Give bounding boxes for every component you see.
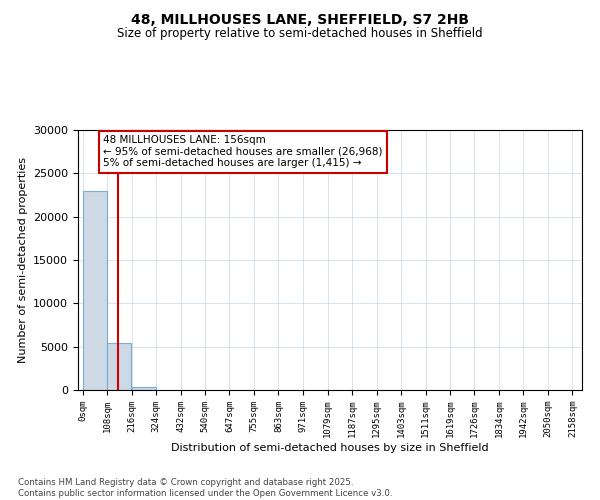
Y-axis label: Number of semi-detached properties: Number of semi-detached properties bbox=[17, 157, 28, 363]
Bar bbox=[132, 386, 156, 390]
Bar bbox=[83, 190, 107, 390]
Text: 48, MILLHOUSES LANE, SHEFFIELD, S7 2HB: 48, MILLHOUSES LANE, SHEFFIELD, S7 2HB bbox=[131, 12, 469, 26]
Bar bbox=[107, 343, 131, 390]
Text: Size of property relative to semi-detached houses in Sheffield: Size of property relative to semi-detach… bbox=[117, 28, 483, 40]
Text: 48 MILLHOUSES LANE: 156sqm
← 95% of semi-detached houses are smaller (26,968)
5%: 48 MILLHOUSES LANE: 156sqm ← 95% of semi… bbox=[103, 135, 383, 168]
X-axis label: Distribution of semi-detached houses by size in Sheffield: Distribution of semi-detached houses by … bbox=[171, 443, 489, 453]
Text: Contains HM Land Registry data © Crown copyright and database right 2025.
Contai: Contains HM Land Registry data © Crown c… bbox=[18, 478, 392, 498]
